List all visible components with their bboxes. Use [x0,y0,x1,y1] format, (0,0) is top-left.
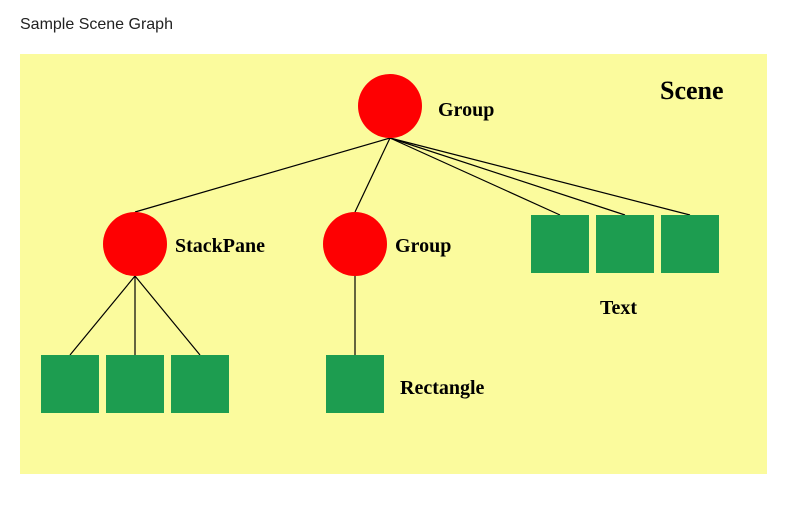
node-label: Group [395,235,451,257]
group-label: Text [600,297,637,319]
scene-graph-diagram: Group StackPane Group Rectangle Text Scene [20,54,767,474]
node-label: Group [438,99,494,121]
diagram-container: Group StackPane Group Rectangle Text Scene [20,54,767,474]
node-label: Rectangle [400,377,485,399]
scene-title: Scene [660,76,724,105]
page-title: Sample Scene Graph [0,0,787,54]
node-label: StackPane [175,235,265,257]
